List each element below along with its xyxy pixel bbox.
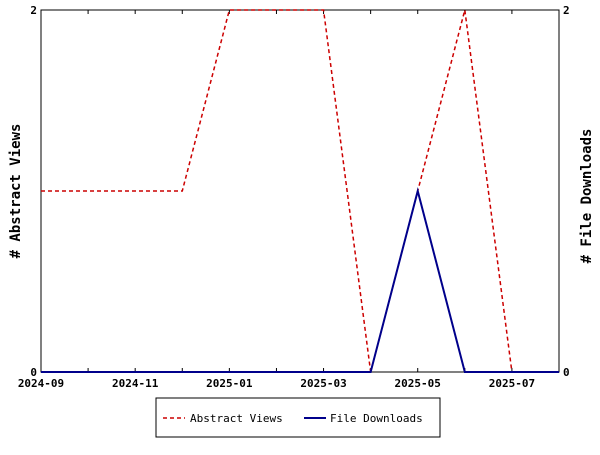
legend: Abstract Views File Downloads (155, 397, 441, 438)
legend-label-abstract-views: Abstract Views (190, 412, 283, 425)
y-left-tick-label: 2 (30, 4, 37, 17)
y-axis-ticks: 0 2 0 2 (30, 4, 569, 379)
legend-label-file-downloads: File Downloads (330, 412, 423, 425)
x-tick-label: 2025-07 (489, 377, 535, 390)
y-left-tick-label: 0 (30, 366, 37, 379)
series-line-abstract-views (41, 9, 559, 373)
x-tick-label: 2025-05 (395, 377, 441, 390)
x-tick-label: 2025-03 (300, 377, 346, 390)
series-line-file-downloads (41, 187, 559, 373)
legend-box (155, 397, 441, 438)
y-axis-left-label: # Abstract Views (8, 124, 24, 259)
x-tick-label: 2024-11 (112, 377, 159, 390)
y-axis-right-label: # File Downloads (579, 129, 595, 264)
y-right-tick-label: 2 (563, 4, 570, 17)
x-tick-label: 2025-01 (206, 377, 253, 390)
x-tick-label: 2024-09 (18, 377, 64, 390)
series-layer (41, 9, 559, 373)
y-right-tick-label: 0 (563, 366, 570, 379)
